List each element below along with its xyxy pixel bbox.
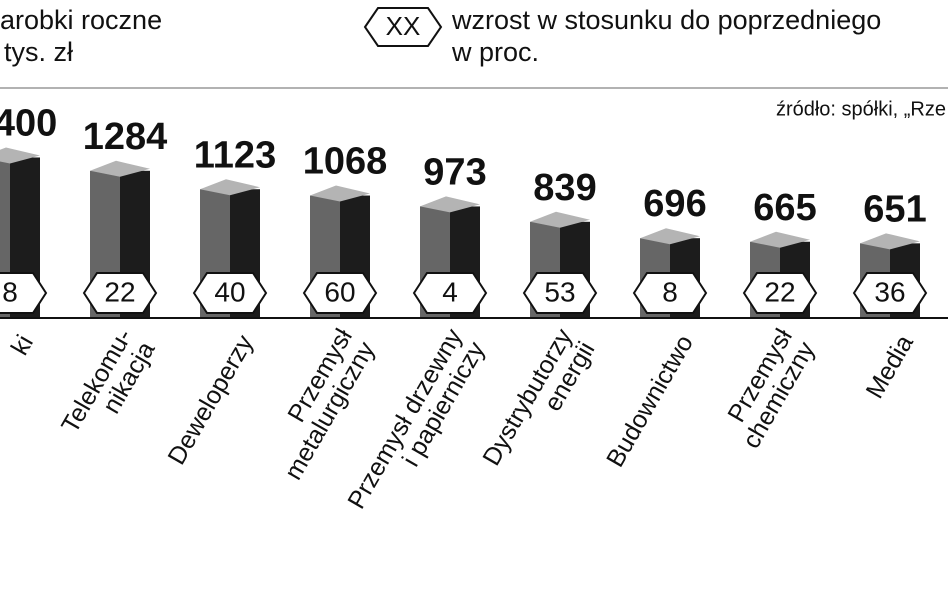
bar-top	[530, 211, 590, 228]
value-label: 973	[423, 151, 486, 193]
x-tick-label: Dystrybutorzyenergii	[477, 323, 600, 483]
bar-top	[310, 185, 370, 202]
value-label: 1284	[83, 116, 168, 158]
legend-badge	[363, 7, 443, 47]
growth-label: 8	[662, 276, 678, 307]
x-tick-label: Media	[861, 330, 919, 403]
x-tick-label: Przemysłchemiczny	[714, 323, 820, 453]
value-label: 665	[753, 187, 816, 229]
bar-top	[90, 160, 150, 177]
bar-top	[200, 179, 260, 196]
growth-badge	[632, 272, 708, 314]
growth-label: 40	[214, 276, 245, 307]
value-label: 651	[863, 188, 926, 230]
x-tick-label: Przemysłmetalurgiczny	[256, 323, 380, 484]
bar-top	[750, 231, 810, 248]
growth-badge	[852, 272, 928, 314]
x-tick-label: Deweloperzy	[162, 330, 259, 470]
growth-label: 8	[2, 276, 18, 307]
growth-label: 4	[442, 276, 458, 307]
growth-badge	[0, 272, 48, 314]
growth-badge	[522, 272, 598, 314]
growth-label: 53	[544, 276, 575, 307]
growth-badge	[742, 272, 818, 314]
legend-badge-text: XX	[386, 11, 421, 41]
value-label: 1400	[0, 102, 57, 144]
legend-text: w proc.	[451, 37, 539, 67]
growth-badge	[412, 272, 488, 314]
legend-text: tys. zł	[4, 37, 73, 67]
growth-label: 36	[874, 276, 905, 307]
x-tick-label: Telekomu-nikacja	[56, 324, 160, 451]
growth-label: 22	[764, 276, 795, 307]
value-label: 1068	[303, 141, 388, 183]
value-label: 839	[533, 167, 596, 209]
value-label: 1123	[194, 134, 276, 176]
bar-top	[860, 233, 920, 250]
bar-left-face	[0, 157, 10, 318]
x-tick-label: Budownictwo	[601, 330, 699, 472]
bar-top	[640, 228, 700, 245]
x-tick-label: ki	[6, 330, 39, 360]
legend-text: wzrost w stosunku do poprzedniego	[451, 5, 881, 35]
growth-label: 60	[324, 276, 355, 307]
source: źródło: spółki, „Rze	[776, 98, 946, 120]
growth-badge	[302, 272, 378, 314]
bar-top	[0, 147, 40, 164]
growth-badge	[82, 272, 158, 314]
bar-top	[420, 196, 480, 213]
legend-text: arobki roczne	[0, 5, 162, 35]
growth-badge	[192, 272, 268, 314]
growth-label: 22	[104, 276, 135, 307]
bar	[200, 179, 260, 318]
value-label: 696	[643, 183, 706, 225]
